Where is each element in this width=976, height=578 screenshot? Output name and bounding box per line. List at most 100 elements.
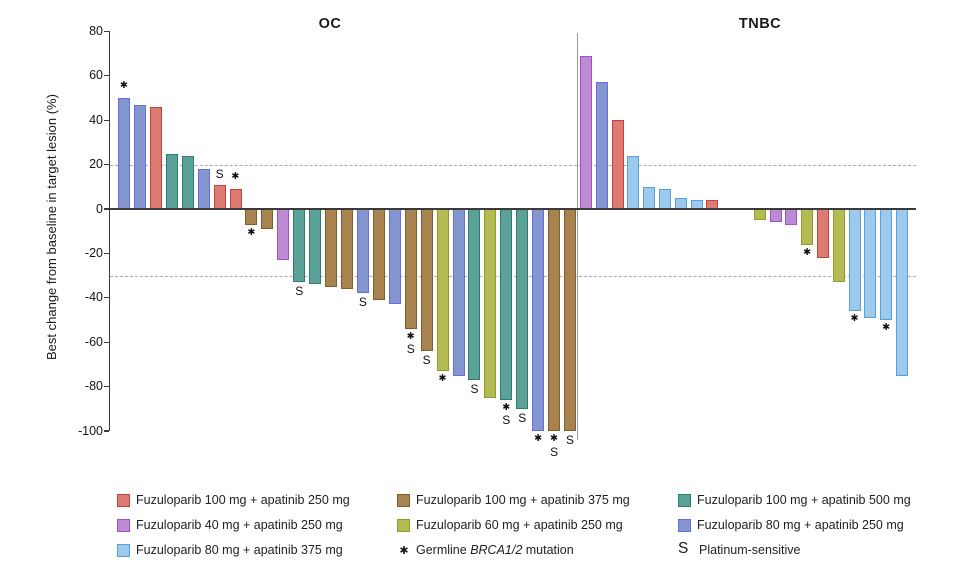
y-tick-mark	[103, 164, 109, 166]
bar-oc-3	[149, 106, 162, 209]
bar-oc-8	[229, 189, 242, 209]
bar-tnbc-17	[864, 209, 877, 318]
brca-mutation-marker: ✱	[406, 330, 415, 342]
y-tick-mark	[103, 119, 109, 121]
platinum-sensitive-marker: S	[406, 342, 415, 357]
platinum-sensitive-marker: S	[550, 444, 559, 459]
bar-tnbc-18	[880, 209, 893, 320]
bar-oc-26	[516, 209, 529, 409]
platinum-sensitive-marker: S	[295, 284, 304, 299]
brca-mutation-marker: ✱	[502, 401, 511, 413]
bar-tnbc-4	[627, 155, 640, 209]
legend-swatch-brown	[397, 493, 410, 507]
y-tick-label: -100	[77, 423, 103, 438]
brca-mutation-marker: ✱	[550, 433, 559, 444]
bar-oc-28	[548, 209, 561, 431]
brca-mutation-marker: ✱	[803, 246, 812, 258]
legend-swatch-blue	[678, 518, 691, 532]
y-tick-label: -60	[84, 334, 103, 349]
legend-label: Germline BRCA1/2 mutation	[416, 543, 574, 557]
bar-oc-21	[436, 209, 449, 372]
y-tick-mark	[103, 430, 109, 432]
bar-tnbc-3	[611, 120, 624, 209]
platinum-sensitive-marker: S	[502, 413, 511, 428]
legend-swatch-lightblue	[117, 543, 130, 557]
bar-tnbc-19	[896, 209, 908, 376]
bar-tnbc-1	[580, 55, 592, 209]
bar-tnbc-10	[753, 209, 766, 221]
brca-mutation-marker: ✱	[438, 373, 447, 385]
brca-mutation-marker: ✱	[534, 433, 543, 444]
bar-oc-7	[213, 184, 226, 209]
bar-tnbc-2	[595, 82, 608, 209]
legend-label: Fuzuloparib 40 mg + apatinib 250 mg	[136, 517, 343, 532]
platinum-sensitive-marker: S	[566, 433, 575, 447]
panel-title-oc: OC	[318, 16, 342, 32]
bar-oc-19	[404, 209, 417, 329]
legend-label: Fuzuloparib 100 mg + apatinib 375 mg	[416, 492, 630, 507]
y-tick-label: 60	[89, 68, 103, 83]
bar-oc-12	[293, 209, 306, 283]
bar-oc-24	[484, 209, 497, 398]
bar-oc-4	[165, 153, 178, 209]
platinum-symbol: S	[678, 540, 689, 557]
y-tick-mark	[103, 30, 109, 33]
bar-tnbc-15	[832, 209, 845, 283]
platinum-sensitive-marker: S	[358, 295, 367, 310]
y-tick-label: -80	[84, 379, 103, 394]
reference-line--30	[110, 275, 916, 277]
legend-label: Fuzuloparib 60 mg + apatinib 250 mg	[416, 517, 623, 532]
brca-mutation-marker: ✱	[882, 322, 891, 333]
bar-tnbc-11	[769, 209, 782, 223]
y-tick-mark	[103, 386, 109, 388]
bar-oc-27	[532, 209, 545, 431]
platinum-sensitive-marker: S	[518, 410, 527, 425]
y-tick-mark	[103, 75, 109, 77]
y-tick-mark	[103, 208, 109, 210]
brca-mutation-marker: ✱	[850, 313, 859, 325]
bar-tnbc-5	[643, 186, 656, 209]
bar-tnbc-6	[659, 189, 671, 209]
bar-tnbc-14	[817, 209, 829, 258]
bar-tnbc-13	[801, 209, 814, 245]
y-tick-label: 80	[89, 23, 103, 38]
y-tick-mark	[103, 341, 109, 343]
legend-label-part: mutation	[522, 542, 574, 557]
zero-line	[110, 208, 916, 210]
legend-swatch-red	[117, 493, 130, 507]
bar-oc-1	[118, 98, 130, 209]
bar-oc-20	[420, 209, 433, 352]
bar-oc-13	[309, 209, 322, 285]
bar-oc-23	[468, 209, 481, 380]
panel-separator-line	[577, 33, 579, 440]
bar-oc-14	[325, 209, 338, 287]
brca-mutation-marker: ✱	[120, 80, 128, 91]
legend-swatch-olive	[397, 518, 410, 532]
y-tick-label: 20	[89, 157, 103, 172]
reference-line-20	[110, 164, 916, 166]
legend-label: Fuzuloparib 80 mg + apatinib 250 mg	[697, 517, 904, 532]
bar-oc-16	[356, 209, 369, 294]
brca-mutation-marker: ✱	[231, 171, 240, 183]
bar-oc-17	[372, 209, 385, 301]
bar-oc-11	[277, 209, 290, 261]
brca-marker-symbol: ✱	[399, 544, 409, 557]
bar-oc-9	[245, 209, 258, 225]
platinum-sensitive-marker: S	[422, 353, 431, 368]
platinum-sensitive-marker: S	[215, 166, 224, 181]
legend-swatch-teal	[678, 493, 691, 507]
legend-label: Fuzuloparib 100 mg + apatinib 500 mg	[697, 492, 911, 507]
legend-label-part: BRCA1/2	[470, 542, 523, 557]
panel-title-tnbc: TNBC	[738, 16, 782, 32]
bar-oc-2	[133, 104, 146, 209]
y-tick-mark	[103, 252, 109, 255]
legend-swatch-purple	[117, 518, 130, 532]
bar-oc-15	[341, 209, 354, 289]
y-tick-label: 0	[96, 201, 103, 216]
brca-mutation-marker: ✱	[247, 226, 256, 238]
bar-tnbc-16	[848, 209, 861, 312]
legend-label-part: Germline	[416, 542, 471, 557]
bar-oc-5	[181, 155, 194, 209]
legend-label: Fuzuloparib 100 mg + apatinib 250 mg	[136, 492, 350, 507]
